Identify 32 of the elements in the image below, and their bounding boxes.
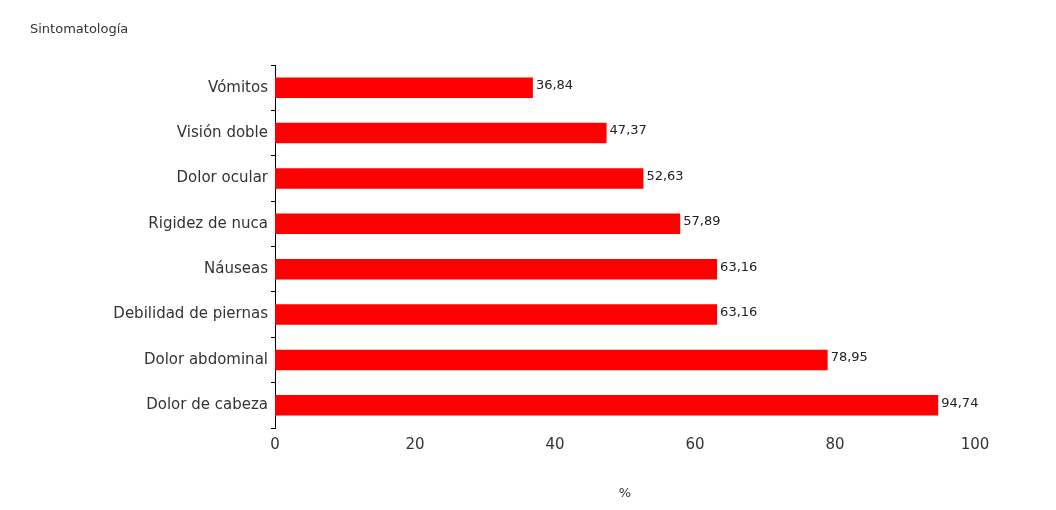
data-label: 78,95: [830, 349, 868, 365]
bar: [275, 349, 828, 371]
y-tick-label: Vómitos: [208, 77, 269, 96]
x-tick-label: 100: [960, 434, 990, 453]
bar: [275, 122, 607, 144]
y-tick-label: Rigidez de nuca: [148, 213, 268, 232]
bar: [275, 213, 681, 235]
bar: [275, 258, 718, 280]
x-tick-label: 20: [405, 434, 425, 453]
data-label: 52,63: [646, 167, 684, 183]
y-tick-label: Debilidad de piernas: [113, 304, 269, 323]
y-tick-label: Dolor ocular: [176, 168, 269, 187]
y-axis-title: Sintomatología: [30, 21, 129, 37]
bar: [275, 395, 939, 416]
x-tick-label: 0: [270, 434, 280, 453]
data-label: 57,89: [683, 213, 721, 229]
x-tick-label: 80: [825, 434, 845, 453]
x-tick-label: 60: [685, 434, 705, 453]
data-label: 63,16: [720, 303, 758, 319]
data-label: 47,37: [609, 122, 647, 138]
x-axis-title: %: [618, 485, 632, 501]
y-tick-label: Visión doble: [176, 122, 268, 141]
bar: [275, 168, 644, 189]
bar: [275, 304, 718, 325]
data-label: 94,74: [941, 394, 979, 410]
y-tick-label: Dolor abdominal: [143, 349, 268, 368]
data-label: 63,16: [720, 258, 758, 274]
x-tick-label: 40: [545, 434, 565, 453]
bar: [275, 77, 533, 98]
y-tick-label: Dolor de cabeza: [146, 395, 268, 414]
y-tick-label: Náuseas: [204, 259, 269, 278]
data-label: 36,84: [535, 77, 574, 93]
